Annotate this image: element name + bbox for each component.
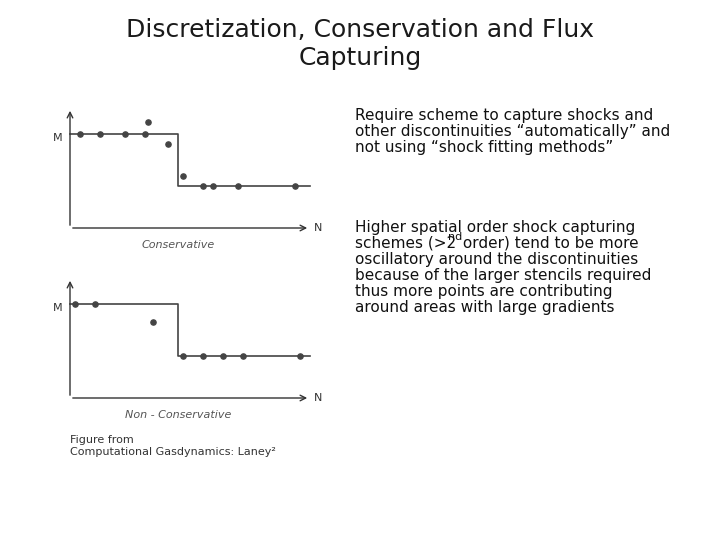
Text: Require scheme to capture shocks and: Require scheme to capture shocks and: [355, 108, 653, 123]
Point: [238, 352, 249, 360]
Text: other discontinuities “automatically” and: other discontinuities “automatically” an…: [355, 124, 670, 139]
Text: Higher spatial order shock capturing: Higher spatial order shock capturing: [355, 220, 635, 235]
Point: [233, 181, 244, 190]
Point: [177, 352, 189, 360]
Point: [217, 352, 229, 360]
Text: Discretization, Conservation and Flux
Capturing: Discretization, Conservation and Flux Ca…: [126, 18, 594, 70]
Text: Non - Conservative: Non - Conservative: [125, 410, 231, 420]
Point: [197, 181, 209, 190]
Point: [207, 181, 219, 190]
Text: M: M: [53, 133, 62, 143]
Point: [139, 130, 150, 139]
Point: [197, 352, 209, 360]
Point: [162, 140, 174, 149]
Text: not using “shock fitting methods”: not using “shock fitting methods”: [355, 140, 613, 155]
Point: [74, 130, 86, 139]
Text: N: N: [314, 393, 323, 403]
Text: because of the larger stencils required: because of the larger stencils required: [355, 268, 652, 283]
Point: [147, 318, 158, 327]
Text: nd: nd: [448, 232, 462, 242]
Point: [143, 118, 154, 127]
Text: order) tend to be more: order) tend to be more: [458, 236, 639, 251]
Point: [69, 300, 81, 309]
Text: Conservative: Conservative: [141, 240, 215, 250]
Text: around areas with large gradients: around areas with large gradients: [355, 300, 614, 315]
Point: [294, 352, 306, 360]
Point: [289, 181, 301, 190]
Point: [177, 172, 189, 181]
Text: Figure from
Computational Gasdynamics: Laney²: Figure from Computational Gasdynamics: L…: [70, 435, 276, 457]
Text: M: M: [53, 303, 62, 313]
Text: oscillatory around the discontinuities: oscillatory around the discontinuities: [355, 252, 638, 267]
Point: [120, 130, 131, 139]
Point: [94, 130, 106, 139]
Point: [89, 300, 101, 309]
Text: N: N: [314, 223, 323, 233]
Text: schemes (>2: schemes (>2: [355, 236, 456, 251]
Text: thus more points are contributing: thus more points are contributing: [355, 284, 613, 299]
